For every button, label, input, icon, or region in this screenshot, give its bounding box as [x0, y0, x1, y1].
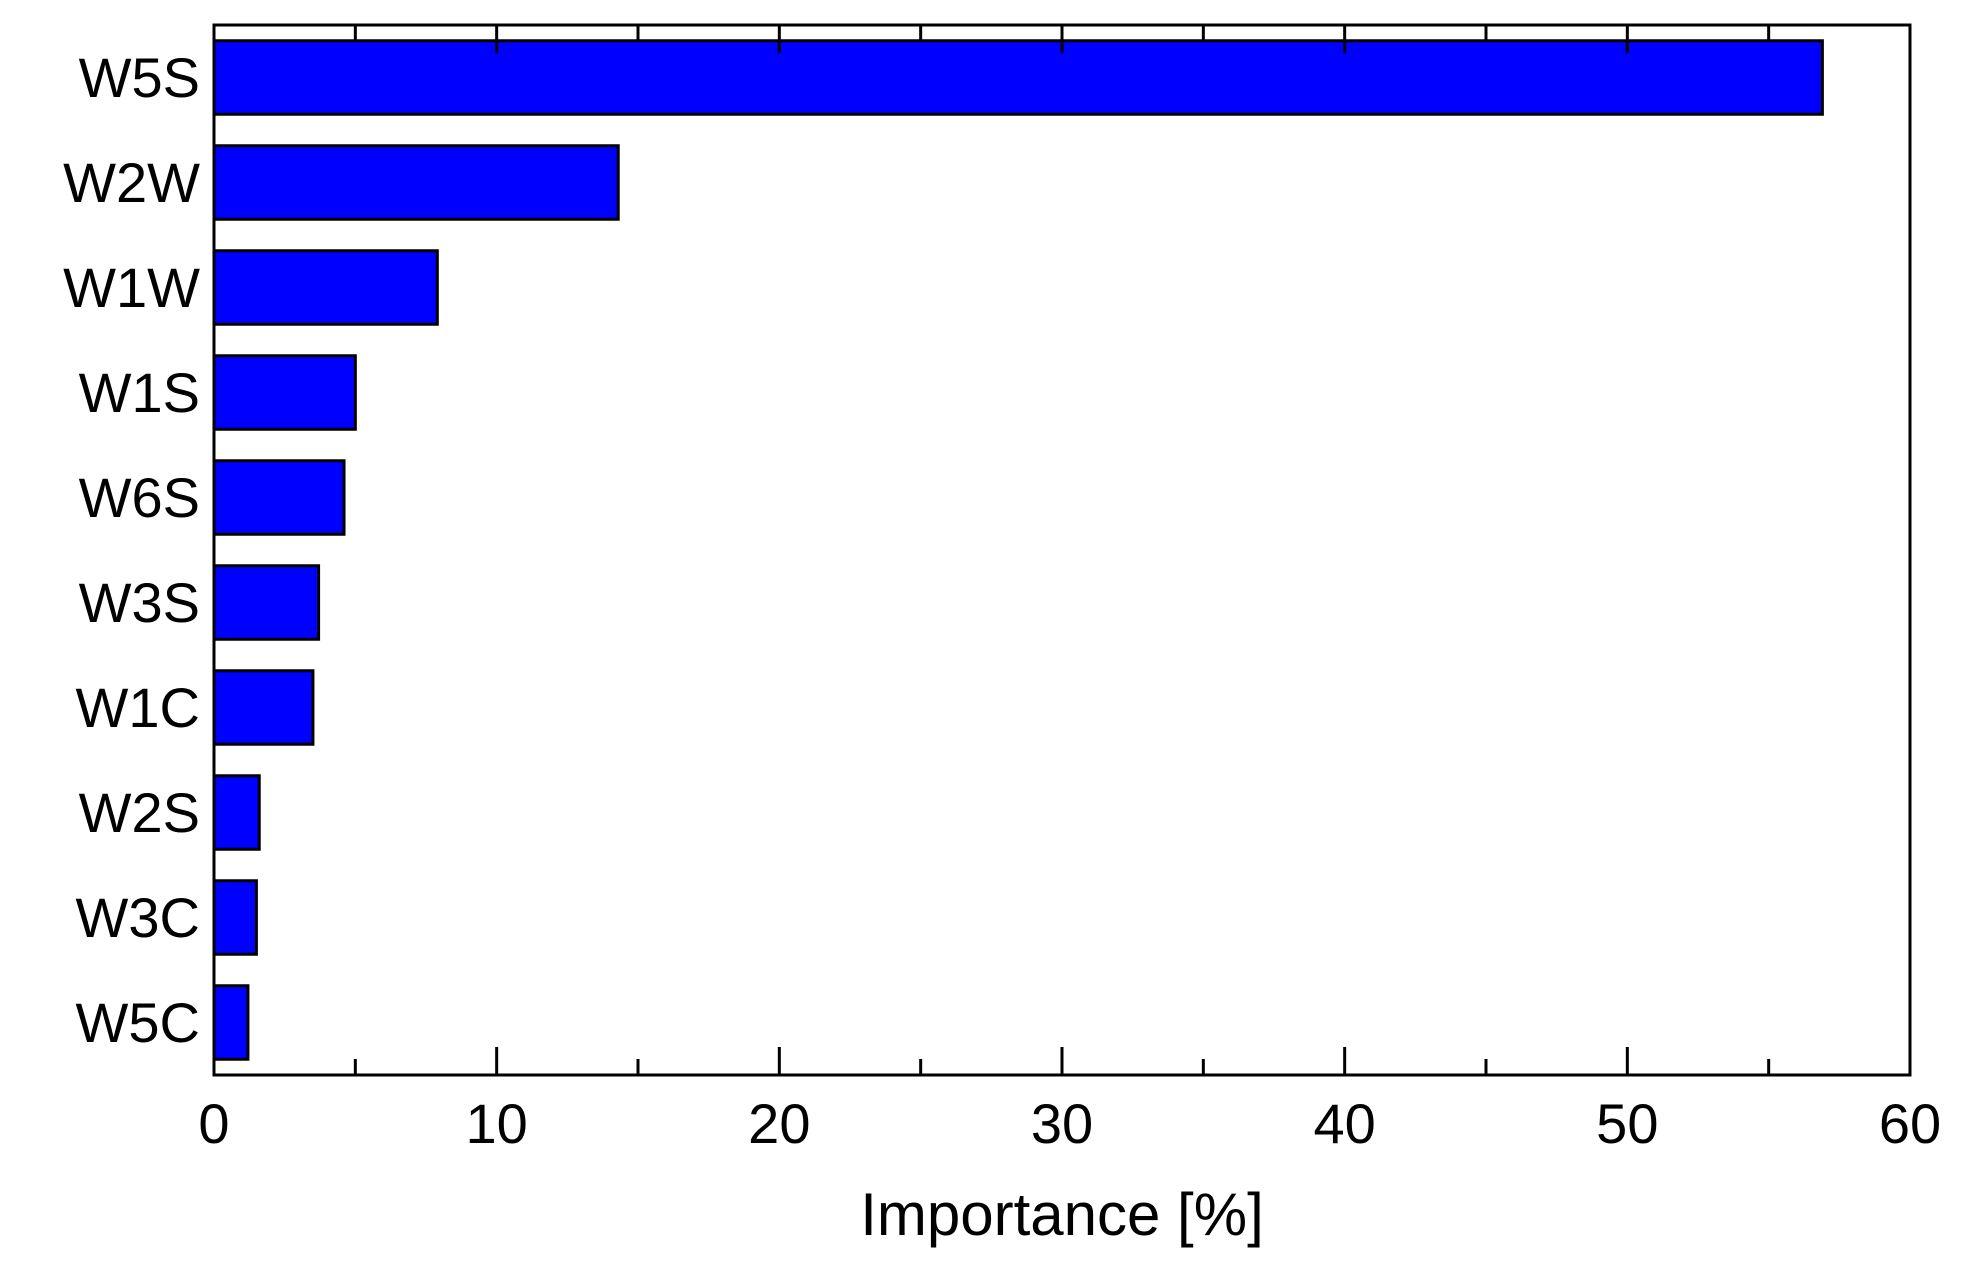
x-tick-label-10: 10 — [466, 1092, 528, 1155]
bar-w2s — [212, 774, 261, 851]
plot-frame — [212, 23, 1912, 1077]
bar-w5s — [212, 39, 1824, 116]
x-tick-label-0: 0 — [198, 1092, 229, 1155]
category-label-w2s: W2S — [79, 781, 200, 844]
bar-w3c — [212, 879, 258, 956]
x-tick-labels-group: 0 10 20 30 40 50 60 — [198, 1092, 1941, 1155]
category-label-w3s: W3S — [79, 571, 200, 634]
bar-w3s — [212, 564, 321, 641]
category-label-w6s: W6S — [79, 466, 200, 529]
category-labels-group: W5S W2W W1W W1S W6S W3S W1C W2S W3C W5C — [63, 46, 200, 1054]
category-label-w1w: W1W — [63, 256, 200, 319]
bars-group — [212, 39, 1824, 1061]
bar-w1c — [212, 669, 315, 746]
x-tick-label-30: 30 — [1031, 1092, 1093, 1155]
x-tick-label-50: 50 — [1596, 1092, 1658, 1155]
category-label-w5c: W5C — [76, 991, 200, 1054]
bar-w1s — [212, 354, 357, 431]
x-tick-label-60: 60 — [1879, 1092, 1941, 1155]
category-label-w3c: W3C — [76, 886, 200, 949]
x-tick-label-20: 20 — [748, 1092, 810, 1155]
category-label-w2w: W2W — [63, 151, 200, 214]
x-tick-label-40: 40 — [1314, 1092, 1376, 1155]
bar-w6s — [212, 459, 346, 536]
category-label-w1s: W1S — [79, 361, 200, 424]
bar-w5c — [212, 984, 250, 1061]
category-label-w5s: W5S — [79, 46, 200, 109]
ticks-group — [353, 25, 1771, 1075]
x-axis-label: Importance [%] — [860, 1181, 1264, 1248]
category-label-w1c: W1C — [76, 676, 200, 739]
bar-w1w — [212, 249, 439, 326]
bar-w2w — [212, 144, 620, 221]
